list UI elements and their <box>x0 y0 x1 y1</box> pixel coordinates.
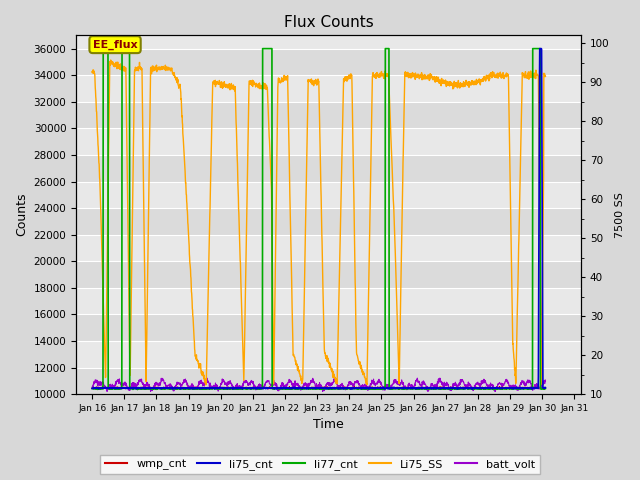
Bar <box>76 102 580 128</box>
Text: EE_flux: EE_flux <box>93 39 138 50</box>
X-axis label: Time: Time <box>313 419 344 432</box>
Title: Flux Counts: Flux Counts <box>284 15 373 30</box>
Bar <box>76 48 580 75</box>
Legend: wmp_cnt, li75_cnt, li77_cnt, Li75_SS, batt_volt: wmp_cnt, li75_cnt, li77_cnt, Li75_SS, ba… <box>100 455 540 474</box>
Bar <box>76 208 580 235</box>
Y-axis label: Counts: Counts <box>15 193 28 237</box>
Bar <box>76 368 580 394</box>
Bar <box>76 261 580 288</box>
Y-axis label: 7500 SS: 7500 SS <box>615 192 625 238</box>
Bar <box>76 155 580 181</box>
Bar <box>76 314 580 341</box>
